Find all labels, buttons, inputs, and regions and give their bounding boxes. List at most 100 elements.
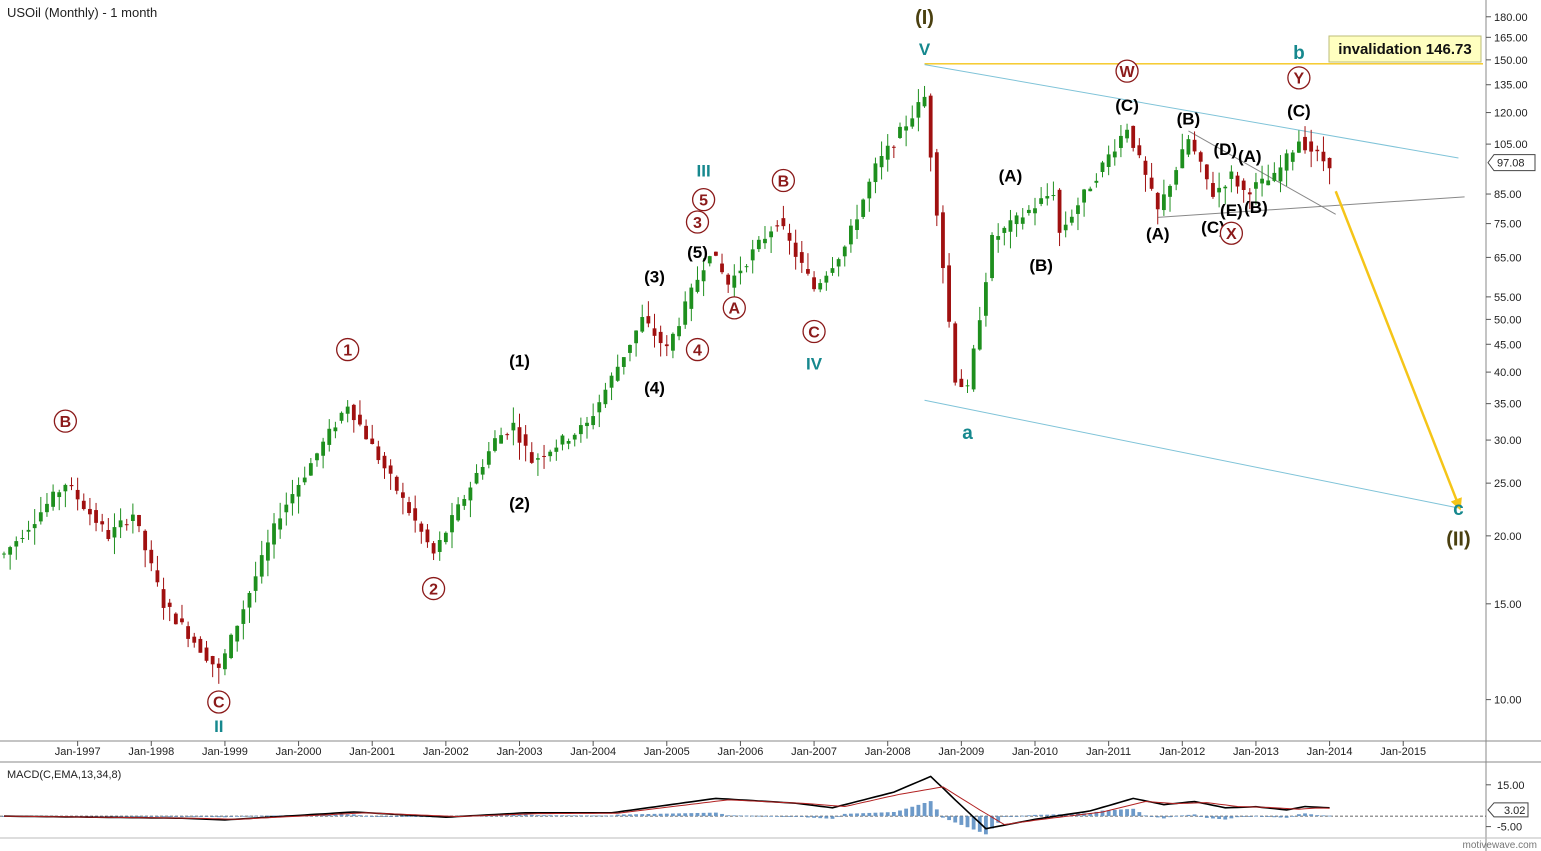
candle-body: [296, 484, 301, 497]
macd-histogram-bar: [855, 813, 859, 817]
candle-body: [400, 492, 405, 498]
macd-histogram-bar: [971, 816, 976, 830]
macd-histogram-bar: [1278, 816, 1283, 818]
candle-body: [910, 118, 915, 127]
macd-histogram-bar: [603, 815, 608, 817]
macd-histogram-bar: [1235, 816, 1240, 818]
macd-histogram-bar: [873, 812, 878, 817]
candle-body: [1168, 185, 1172, 197]
macd-histogram-bar: [493, 815, 497, 817]
wave-label: (1): [509, 352, 530, 371]
macd-tick-label: 15.00: [1497, 780, 1525, 792]
macd-histogram-bar: [787, 816, 792, 817]
candle-body: [45, 503, 49, 513]
macd-histogram-bar: [996, 816, 1001, 823]
macd-histogram-bar: [824, 816, 829, 819]
macd-histogram-bar: [216, 816, 221, 818]
macd-histogram-bar: [689, 813, 694, 817]
candle-body: [229, 634, 233, 659]
candle-body: [615, 366, 620, 381]
candle-body: [1082, 189, 1087, 203]
candle-body: [984, 282, 988, 316]
wave-label: (4): [644, 378, 665, 397]
macd-histogram-bar: [1125, 809, 1129, 817]
macd-histogram-bar: [677, 813, 681, 817]
macd-histogram-bar: [394, 816, 399, 817]
wave-label-text: (I): [915, 7, 934, 29]
candle-body: [81, 500, 86, 510]
candle-body: [1125, 129, 1129, 139]
candle-body: [646, 316, 651, 324]
candle-body: [130, 514, 135, 521]
macd-histogram-bar: [198, 816, 203, 817]
macd-histogram-bar: [910, 806, 915, 817]
macd-histogram-bar: [259, 815, 264, 817]
wave-label: a: [962, 423, 973, 444]
macd-histogram-bar: [229, 816, 233, 817]
macd-histogram-bar: [836, 816, 841, 817]
wave-label-text: (5): [687, 243, 708, 262]
macd-histogram-bar: [523, 814, 528, 817]
candle-body: [934, 152, 939, 216]
candle-body: [1161, 194, 1166, 211]
wave-circle: [685, 210, 710, 234]
macd-histogram-bar: [1315, 815, 1320, 817]
candle-body: [916, 102, 921, 118]
wave-label: (II): [1446, 528, 1470, 550]
candle-body: [1290, 152, 1295, 162]
wave-label-text: B: [778, 173, 790, 190]
wave-label: C: [207, 690, 231, 714]
x-tick-label: Jan-2007: [791, 746, 837, 758]
macd-histogram-bar: [1051, 814, 1056, 817]
candle-body: [57, 492, 62, 498]
macd-histogram-bar: [781, 816, 786, 817]
candle-body: [1155, 192, 1160, 210]
macd-histogram-bar: [806, 816, 810, 818]
candle-body: [364, 425, 368, 440]
macd-histogram-bar: [241, 815, 246, 817]
wave-label-text: b: [1293, 43, 1305, 64]
price-tick-label: 85.00: [1494, 189, 1522, 201]
projection-arrow: [1334, 190, 1462, 511]
candle-body: [370, 438, 375, 444]
macd-histogram-bar: [707, 812, 712, 817]
wave-label: (A): [1238, 147, 1262, 166]
candle-body: [137, 514, 141, 527]
macd-histogram-bar: [799, 816, 804, 817]
macd-histogram-bar: [879, 812, 884, 817]
macd-histogram-bar: [505, 815, 510, 817]
macd-histogram-bar: [1045, 814, 1050, 817]
macd-histogram-bar: [1223, 816, 1228, 820]
candle-body: [720, 263, 724, 273]
macd-histogram-bar: [272, 815, 276, 817]
candle-body: [1143, 160, 1148, 175]
wave-labels: B C II 1 2 (1) (2) (3) (4) (5) 3 4 5 III A B C IV (I) Va (A)…: [53, 7, 1471, 736]
candle-body: [793, 242, 798, 257]
wave-label: (B): [1177, 110, 1201, 129]
price-tick-label: 65.00: [1494, 252, 1522, 264]
candle-body: [996, 236, 1001, 240]
candle-body: [1186, 139, 1191, 155]
x-tick-label: Jan-2011: [1086, 746, 1131, 758]
wave-label: II: [214, 717, 223, 736]
price-tick-label: 35.00: [1494, 399, 1522, 411]
macd-histogram-bar: [984, 816, 988, 835]
candle-body: [376, 446, 381, 461]
macd-histogram-bar: [542, 815, 546, 817]
macd-histogram-bar: [609, 815, 614, 817]
candle-body: [1223, 186, 1228, 189]
macd-histogram-bar: [640, 814, 645, 817]
candle-body: [591, 416, 596, 426]
invalidation-label: invalidation 146.73: [1338, 41, 1471, 58]
macd-histogram-bar: [947, 816, 951, 821]
macd-histogram-bar: [376, 816, 381, 817]
wave-label: (2): [509, 494, 530, 513]
price-tick-label: 180.00: [1494, 12, 1528, 24]
wave-label-text: (C): [1201, 218, 1225, 237]
macd-histogram-bar: [1168, 816, 1172, 818]
macd-histogram-bar: [959, 816, 964, 825]
macd-histogram-bar: [732, 815, 737, 817]
macd-histogram-bar: [928, 801, 933, 817]
candle-body: [560, 435, 565, 445]
